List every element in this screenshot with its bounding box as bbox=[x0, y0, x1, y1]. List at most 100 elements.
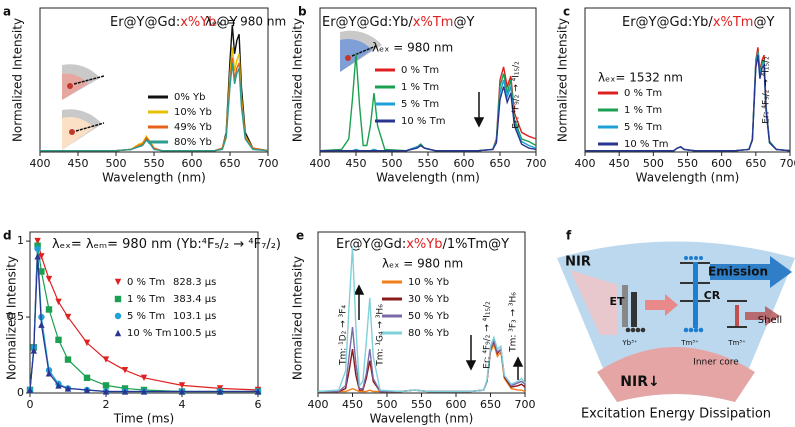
spectrum-line bbox=[40, 62, 269, 152]
title-part: @Y bbox=[453, 15, 474, 30]
diagram-label: Yb³⁺ bbox=[621, 339, 638, 347]
legend-label: 0 % Tm bbox=[401, 65, 439, 76]
transition-label: Er: ⁴F₉/₂ → ⁴I₁₅/₂ bbox=[483, 301, 493, 369]
data-point bbox=[45, 275, 53, 283]
x-tick-label: 650 bbox=[745, 157, 766, 170]
data-point bbox=[55, 336, 62, 344]
x-axis-label: Wavelength (nm) bbox=[370, 412, 474, 426]
diagram-label: CR bbox=[704, 289, 721, 302]
spectrum-line bbox=[320, 86, 537, 152]
x-tick-label: 700 bbox=[515, 398, 536, 411]
excitation-label: λₑₓ = 980 nm bbox=[372, 41, 453, 55]
panel-title: λₑₓ= λₑₘ= 980 nm (Yb:⁴F₅/₂ → ⁴F₇/₂) bbox=[52, 237, 281, 252]
panel-label: f bbox=[566, 229, 572, 243]
data-point bbox=[34, 237, 41, 245]
x-tick-label: 500 bbox=[382, 157, 403, 170]
data-point bbox=[30, 347, 37, 354]
x-tick-label: 6 bbox=[255, 398, 262, 411]
data-point bbox=[178, 388, 186, 395]
legend-label: 1 % Tm bbox=[624, 105, 662, 116]
data-point bbox=[102, 388, 110, 395]
excitation-label: λₑₓ = 980 nm bbox=[205, 15, 286, 29]
title-part: x%Yb bbox=[180, 15, 216, 30]
legend-label: 80% Yb bbox=[174, 137, 212, 148]
x-tick-label: 650 bbox=[480, 398, 501, 411]
legend-lifetime: 100.5 μs bbox=[173, 328, 216, 339]
y-axis-label: Normalized Intensity bbox=[556, 18, 570, 142]
transition-label: Tm: ¹G₄ → ³H₆ bbox=[376, 304, 386, 367]
data-point bbox=[64, 313, 72, 321]
data-point bbox=[216, 388, 224, 395]
x-tick-label: 650 bbox=[490, 157, 511, 170]
data-point bbox=[121, 367, 129, 374]
legend-label: 5 % Tm bbox=[401, 99, 439, 110]
x-tick-label: 400 bbox=[310, 157, 331, 170]
data-point bbox=[45, 370, 53, 377]
data-point bbox=[140, 388, 148, 395]
x-tick-label: 500 bbox=[377, 398, 398, 411]
legend-marker bbox=[114, 295, 122, 303]
x-tick-label: 650 bbox=[220, 157, 241, 170]
diagram-label: Tm³⁺ bbox=[727, 339, 746, 347]
data-point bbox=[38, 268, 45, 275]
x-tick-label: 550 bbox=[144, 157, 165, 170]
y-axis-label: Normalized Intensity bbox=[291, 256, 305, 380]
x-tick-label: 600 bbox=[454, 157, 475, 170]
spectrum-line bbox=[318, 339, 526, 393]
legend-label: 0 % Tm bbox=[624, 88, 662, 99]
x-tick-label: 450 bbox=[609, 157, 630, 170]
x-tick-label: 2 bbox=[103, 398, 110, 411]
transition-label: Tm: ³F₃ → ³H₆ bbox=[509, 292, 519, 353]
diagram-title: Excitation Energy Dissipation bbox=[581, 407, 771, 422]
legend-label: 0 % Tm bbox=[127, 277, 165, 288]
panel-title: Er@Y@Gd:x%Yb@Y bbox=[110, 15, 237, 30]
title-part: x%Tm bbox=[413, 15, 454, 30]
x-tick-label: 4 bbox=[179, 398, 186, 411]
diagram-label: NIR↓ bbox=[620, 374, 659, 390]
legend-label: 10 % Tm bbox=[624, 139, 668, 150]
data-point bbox=[64, 385, 72, 392]
title-part: Er@Y@Gd:Yb/ bbox=[622, 15, 713, 30]
data-point bbox=[55, 298, 62, 306]
legend-lifetime: 383.4 μs bbox=[173, 294, 216, 305]
data-point bbox=[83, 374, 91, 382]
data-point bbox=[45, 306, 53, 313]
panel-title: Er@Y@Gd:x%Yb/1%Tm@Y bbox=[336, 237, 509, 252]
x-tick-label: 0 bbox=[27, 398, 34, 411]
title-part: x%Tm bbox=[713, 15, 754, 30]
legend-label: 5 % Tm bbox=[624, 122, 662, 133]
data-point bbox=[26, 386, 34, 394]
panel-label: e bbox=[296, 229, 304, 243]
x-tick-label: 550 bbox=[677, 157, 698, 170]
data-point bbox=[83, 386, 91, 394]
diagram-label: Emission bbox=[708, 265, 768, 279]
legend-label: 5 % Tm bbox=[127, 311, 165, 322]
data-point bbox=[38, 253, 45, 260]
diagram-label: ET bbox=[609, 295, 625, 308]
legend-label: 0% Yb bbox=[174, 92, 206, 103]
x-tick-label: 550 bbox=[418, 157, 439, 170]
x-tick-label: 700 bbox=[258, 157, 279, 170]
x-tick-label: 400 bbox=[30, 157, 51, 170]
legend-label: 80 % Yb bbox=[408, 328, 449, 339]
legend-marker bbox=[114, 278, 122, 286]
title-part: Er@Y@Gd: bbox=[336, 237, 406, 252]
x-tick-label: 400 bbox=[575, 157, 596, 170]
annotation-arrows bbox=[353, 92, 524, 380]
x-tick-label: 600 bbox=[711, 157, 732, 170]
x-tick-label: 600 bbox=[182, 157, 203, 170]
data-point bbox=[34, 245, 41, 252]
data-point bbox=[254, 388, 262, 395]
data-point bbox=[34, 253, 41, 260]
diagram-label: NIR bbox=[565, 255, 591, 270]
y-axis-label: Normalized Intensity bbox=[11, 18, 25, 142]
panel-title: Er@Y@Gd:Yb/x%Tm@Y bbox=[322, 15, 474, 30]
data-point bbox=[102, 356, 110, 363]
x-tick-label: 600 bbox=[446, 398, 467, 411]
transition-label: Er: ⁴F₉/₂ → ⁴I₁₅/₂ bbox=[762, 56, 772, 124]
data-point bbox=[55, 382, 62, 389]
data-point bbox=[121, 388, 129, 395]
data-point bbox=[140, 374, 148, 382]
legend-label: 10 % Tm bbox=[401, 116, 445, 127]
